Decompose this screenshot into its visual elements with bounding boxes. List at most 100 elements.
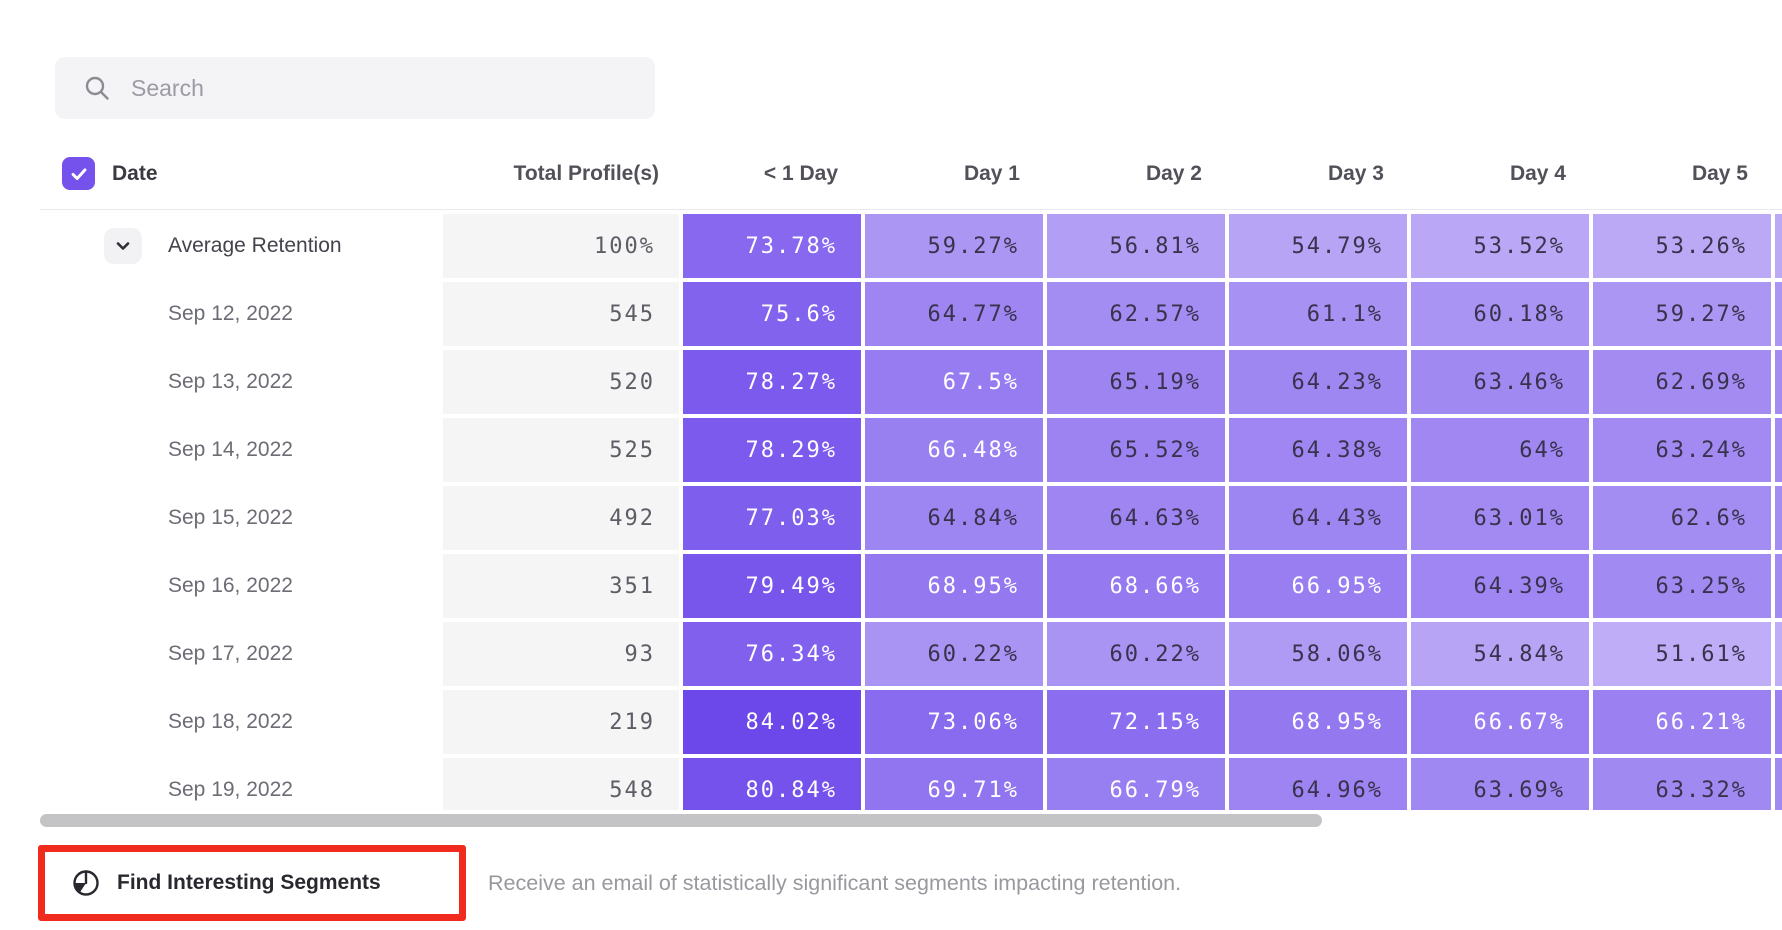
retention-cell[interactable]: 63.46% [1411, 350, 1589, 414]
retention-cell[interactable]: 62.57% [1047, 282, 1225, 346]
retention-cell[interactable]: 68.66% [1047, 554, 1225, 618]
total-profiles-cell: 93 [443, 622, 679, 686]
retention-cell[interactable]: 51.61% [1593, 622, 1771, 686]
retention-cell-clipped [1775, 622, 1782, 686]
retention-cell[interactable]: 63.69% [1411, 758, 1589, 810]
column-header-day-4: Day 4 [1509, 162, 1566, 185]
table-row: Sep 12, 2022 545 75.6% 64.77% 62.57% 61.1% 6… [0, 280, 1782, 348]
column-header-day-5: Day 5 [1691, 162, 1748, 185]
retention-cell[interactable]: 66.48% [865, 418, 1043, 482]
retention-cell[interactable]: 53.26% [1593, 214, 1771, 278]
retention-cell-clipped [1775, 554, 1782, 618]
retention-cell[interactable]: 56.81% [1047, 214, 1225, 278]
find-interesting-segments-button[interactable]: Find Interesting Segments [45, 868, 381, 898]
row-label[interactable]: Sep 18, 2022 [168, 710, 293, 733]
retention-cell[interactable]: 62.6% [1593, 486, 1771, 550]
retention-table-body: Average Retention 100% 73.78% 59.27% 56.81… [0, 212, 1782, 810]
retention-cell[interactable]: 64.38% [1229, 418, 1407, 482]
retention-cell-clipped [1775, 350, 1782, 414]
retention-cell[interactable]: 64% [1411, 418, 1589, 482]
search-bar[interactable] [55, 57, 655, 119]
retention-cell[interactable]: 67.5% [865, 350, 1043, 414]
retention-cell-clipped [1775, 690, 1782, 754]
header-divider [40, 209, 1782, 210]
column-header-total-profiles: Total Profile(s) [513, 162, 659, 185]
retention-cell-clipped [1775, 214, 1782, 278]
retention-cell[interactable]: 72.15% [1047, 690, 1225, 754]
search-input[interactable] [129, 73, 633, 103]
retention-cell[interactable]: 63.25% [1593, 554, 1771, 618]
table-row: Sep 14, 2022 525 78.29% 66.48% 65.52% 64.38… [0, 416, 1782, 484]
retention-cell[interactable]: 64.39% [1411, 554, 1589, 618]
retention-cell[interactable]: 80.84% [683, 758, 861, 810]
retention-cell[interactable]: 68.95% [865, 554, 1043, 618]
retention-cell-clipped [1775, 282, 1782, 346]
row-label[interactable]: Sep 13, 2022 [168, 370, 293, 393]
row-label[interactable]: Sep 15, 2022 [168, 506, 293, 529]
row-label[interactable]: Sep 16, 2022 [168, 574, 293, 597]
retention-cell[interactable]: 58.06% [1229, 622, 1407, 686]
retention-cell[interactable]: 62.69% [1593, 350, 1771, 414]
total-profiles-cell: 492 [443, 486, 679, 550]
retention-cell[interactable]: 75.6% [683, 282, 861, 346]
retention-cell[interactable]: 63.24% [1593, 418, 1771, 482]
table-row: Sep 13, 2022 520 78.27% 67.5% 65.19% 64.23%… [0, 348, 1782, 416]
retention-cell[interactable]: 64.84% [865, 486, 1043, 550]
table-row: Sep 15, 2022 492 77.03% 64.84% 64.63% 64.43… [0, 484, 1782, 552]
total-profiles-cell: 545 [443, 282, 679, 346]
retention-cell[interactable]: 76.34% [683, 622, 861, 686]
total-profiles-cell: 520 [443, 350, 679, 414]
retention-cell[interactable]: 64.96% [1229, 758, 1407, 810]
retention-cell[interactable]: 60.18% [1411, 282, 1589, 346]
total-profiles-cell: 548 [443, 758, 679, 810]
retention-cell[interactable]: 84.02% [683, 690, 861, 754]
check-icon [71, 167, 86, 180]
select-all-checkbox[interactable] [62, 157, 95, 190]
row-checkbox[interactable] [62, 229, 95, 262]
row-label[interactable]: Sep 19, 2022 [168, 778, 293, 801]
retention-cell[interactable]: 66.79% [1047, 758, 1225, 810]
retention-cell[interactable]: 63.32% [1593, 758, 1771, 810]
retention-cell[interactable]: 60.22% [865, 622, 1043, 686]
retention-cell[interactable]: 54.79% [1229, 214, 1407, 278]
row-label[interactable]: Sep 12, 2022 [168, 302, 293, 325]
table-row: Average Retention 100% 73.78% 59.27% 56.81… [0, 212, 1782, 280]
retention-cell[interactable]: 59.27% [865, 214, 1043, 278]
retention-cell[interactable]: 65.52% [1047, 418, 1225, 482]
retention-cell[interactable]: 64.77% [865, 282, 1043, 346]
retention-cell[interactable]: 66.21% [1593, 690, 1771, 754]
search-icon [85, 76, 109, 100]
retention-cell[interactable]: 78.29% [683, 418, 861, 482]
retention-cell[interactable]: 66.95% [1229, 554, 1407, 618]
retention-cell[interactable]: 66.67% [1411, 690, 1589, 754]
retention-cell[interactable]: 60.22% [1047, 622, 1225, 686]
check-icon [71, 239, 86, 252]
column-header-lt-1-day: < 1 Day [763, 162, 838, 185]
retention-cell[interactable]: 73.78% [683, 214, 861, 278]
horizontal-scrollbar-thumb[interactable] [40, 814, 1322, 827]
find-segments-highlight-box: Find Interesting Segments [38, 845, 466, 921]
retention-cell[interactable]: 59.27% [1593, 282, 1771, 346]
column-header-day-2: Day 2 [1145, 162, 1202, 185]
row-label[interactable]: Sep 14, 2022 [168, 438, 293, 461]
retention-cell[interactable]: 69.71% [865, 758, 1043, 810]
table-row: Sep 16, 2022 351 79.49% 68.95% 68.66% 66.95… [0, 552, 1782, 620]
retention-cell[interactable]: 53.52% [1411, 214, 1589, 278]
retention-cell[interactable]: 61.1% [1229, 282, 1407, 346]
expand-row-button[interactable] [104, 228, 142, 264]
retention-cell-clipped [1775, 418, 1782, 482]
retention-cell[interactable]: 64.63% [1047, 486, 1225, 550]
retention-cell-clipped [1775, 758, 1782, 810]
retention-cell[interactable]: 54.84% [1411, 622, 1589, 686]
row-label[interactable]: Average Retention [168, 234, 342, 257]
retention-cell[interactable]: 68.95% [1229, 690, 1407, 754]
retention-cell[interactable]: 64.43% [1229, 486, 1407, 550]
retention-cell[interactable]: 77.03% [683, 486, 861, 550]
retention-cell[interactable]: 65.19% [1047, 350, 1225, 414]
retention-cell[interactable]: 78.27% [683, 350, 861, 414]
retention-cell[interactable]: 79.49% [683, 554, 861, 618]
retention-cell[interactable]: 73.06% [865, 690, 1043, 754]
row-label[interactable]: Sep 17, 2022 [168, 642, 293, 665]
retention-cell[interactable]: 64.23% [1229, 350, 1407, 414]
retention-cell[interactable]: 63.01% [1411, 486, 1589, 550]
